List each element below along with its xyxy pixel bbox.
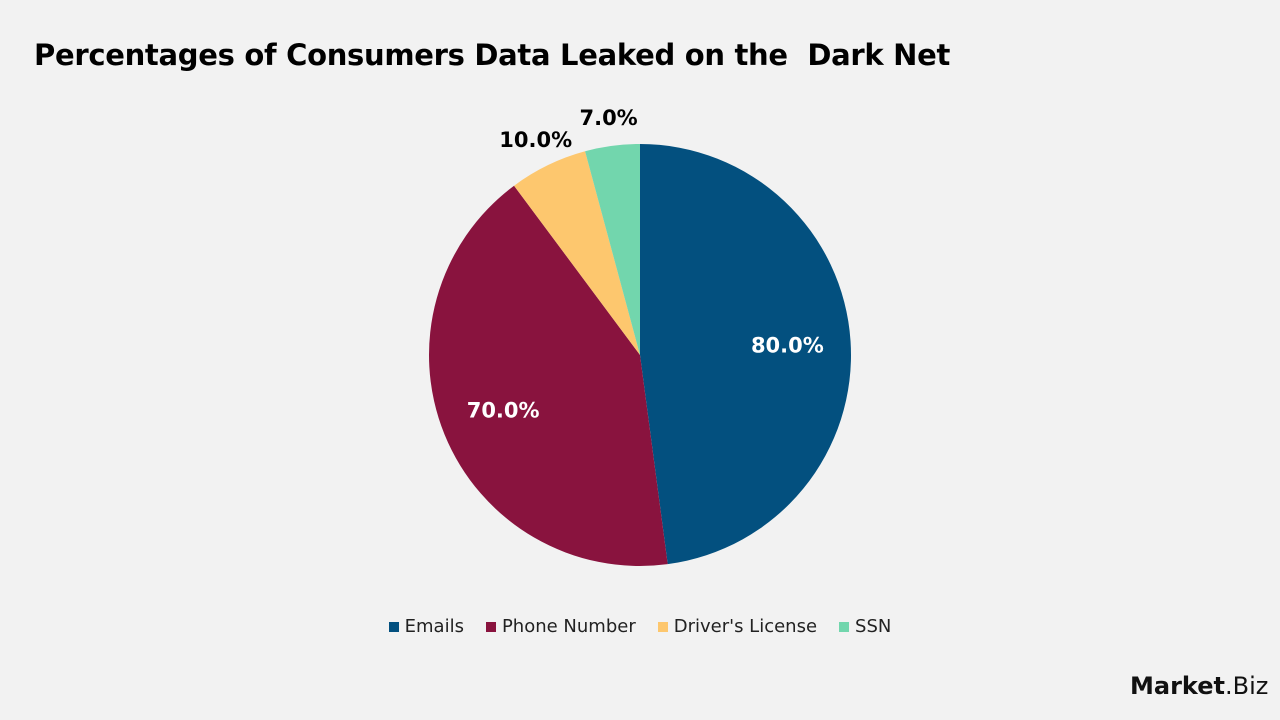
legend-swatch <box>485 621 496 632</box>
legend-swatch <box>839 621 850 632</box>
logo-suffix: .Biz <box>1224 672 1269 700</box>
legend-label: Emails <box>404 616 464 637</box>
legend-label: SSN <box>855 616 892 637</box>
legend-label: Driver's License <box>673 616 818 637</box>
legend-swatch <box>388 621 399 632</box>
pie-slice-phone-number <box>428 185 668 567</box>
legend-label: Phone Number <box>501 616 636 637</box>
legend-swatch <box>657 621 668 632</box>
legend: Emails Phone Number Driver's License SSN <box>0 616 1280 637</box>
pie-slice-ssn <box>585 144 640 355</box>
legend-item-ssn: SSN <box>839 616 891 637</box>
data-label: 10.0% <box>499 128 572 152</box>
pie-slice-emails <box>640 144 852 565</box>
pie-slice-driver-s-license <box>514 151 640 355</box>
data-label: 7.0% <box>579 106 637 130</box>
data-label: 70.0% <box>467 399 540 423</box>
logo-main: Market <box>1130 672 1225 700</box>
chart-title: Percentages of Consumers Data Leaked on … <box>34 38 951 72</box>
legend-item-phone-number: Phone Number <box>485 616 636 637</box>
legend-item-drivers-license: Driver's License <box>657 616 818 637</box>
brand-logo: Market.Biz <box>1130 672 1268 700</box>
legend-item-emails: Emails <box>388 616 464 637</box>
data-label: 80.0% <box>751 333 824 357</box>
